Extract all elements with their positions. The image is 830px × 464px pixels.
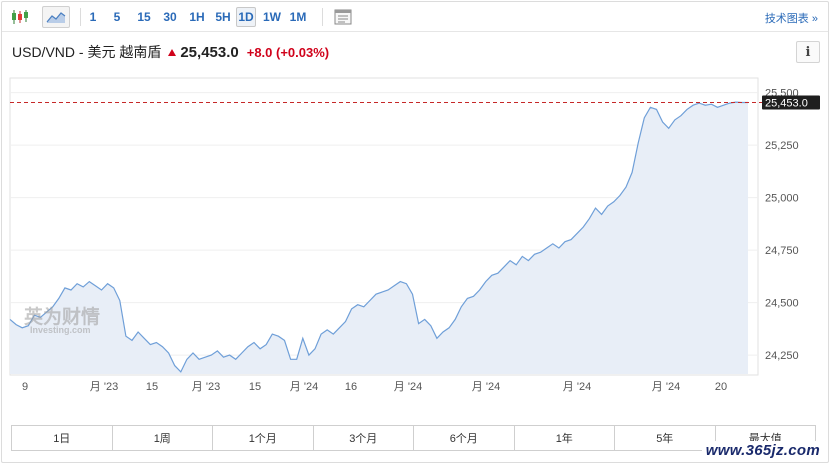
quote-header: USD/VND - 美元 越南盾 25,453.0 +8.0 (+0.03%) [12, 42, 329, 62]
x-tick-label: 月 '24 [290, 381, 318, 393]
info-button[interactable]: i [796, 41, 820, 63]
price-change: +8.0 (+0.03%) [246, 45, 330, 60]
range-button[interactable]: 5年 [615, 426, 716, 450]
y-tick-label: 24,250 [765, 350, 799, 362]
x-tick-label: 月 '23 [90, 381, 118, 393]
x-tick-label: 16 [345, 381, 357, 393]
chart-toolbar: 1 5 15 30 1H 5H 1D 1W 1M 技术图表 » [2, 2, 828, 32]
toolbar-separator [322, 8, 323, 26]
interval-1h[interactable]: 1H [189, 10, 205, 24]
last-price: 25,453.0 [180, 44, 239, 61]
x-tick-label: 月 '24 [394, 381, 422, 393]
range-button[interactable]: 3个月 [314, 426, 414, 450]
watermark-sub: Investing.com [30, 325, 91, 335]
currency-pair-title: USD/VND - 美元 越南盾 [12, 44, 162, 60]
interval-5h[interactable]: 5H [215, 10, 231, 24]
chart-settings-icon[interactable] [332, 6, 354, 28]
y-tick-label: 24,750 [765, 245, 799, 257]
interval-1m[interactable]: 1M [289, 10, 307, 24]
y-tick-label: 24,500 [765, 298, 799, 310]
x-tick-label: 15 [146, 381, 158, 393]
y-tick-label: 25,000 [765, 193, 799, 205]
x-tick-label: 月 '24 [652, 381, 680, 393]
time-range-bar: 1日 1周 1个月 3个月 6个月 1年 5年 最大值 [11, 425, 816, 451]
area-chart-icon[interactable] [42, 6, 70, 28]
range-button[interactable]: 1年 [515, 426, 615, 450]
investing-watermark: 英为财情 Investing.com [24, 305, 100, 335]
interval-1w[interactable]: 1W [263, 10, 281, 24]
watermark-brand: 英为财情 [24, 305, 100, 328]
candlestick-icon[interactable] [8, 6, 32, 28]
x-tick-label: 15 [249, 381, 261, 393]
site-watermark: www.365jz.com [701, 441, 824, 460]
interval-5[interactable]: 5 [113, 10, 121, 24]
technical-chart-link[interactable]: 技术图表 » [764, 13, 818, 25]
range-button[interactable]: 1周 [113, 426, 213, 450]
interval-1[interactable]: 1 [89, 10, 97, 24]
toolbar-separator [80, 8, 81, 26]
price-line [9, 101, 748, 373]
arrow-up-icon [168, 49, 177, 56]
interval-15[interactable]: 15 [137, 10, 151, 24]
price-area-fill [10, 102, 748, 374]
interval-30[interactable]: 30 [163, 10, 177, 24]
y-tick-label: 25,250 [765, 140, 799, 152]
interval-1d[interactable]: 1D [236, 7, 256, 27]
range-button[interactable]: 1个月 [213, 426, 314, 450]
x-tick-label: 月 '23 [192, 381, 220, 393]
range-button[interactable]: 6个月 [414, 426, 515, 450]
x-tick-label: 月 '24 [472, 381, 500, 393]
x-tick-label: 20 [715, 381, 727, 393]
current-price-tag-label: 25,453.0 [765, 97, 808, 109]
current-price-tag: 25,453.0 [762, 95, 820, 110]
range-button[interactable]: 1日 [12, 426, 113, 450]
x-tick-label: 月 '24 [563, 381, 591, 393]
x-tick-label: 9 [22, 381, 28, 393]
